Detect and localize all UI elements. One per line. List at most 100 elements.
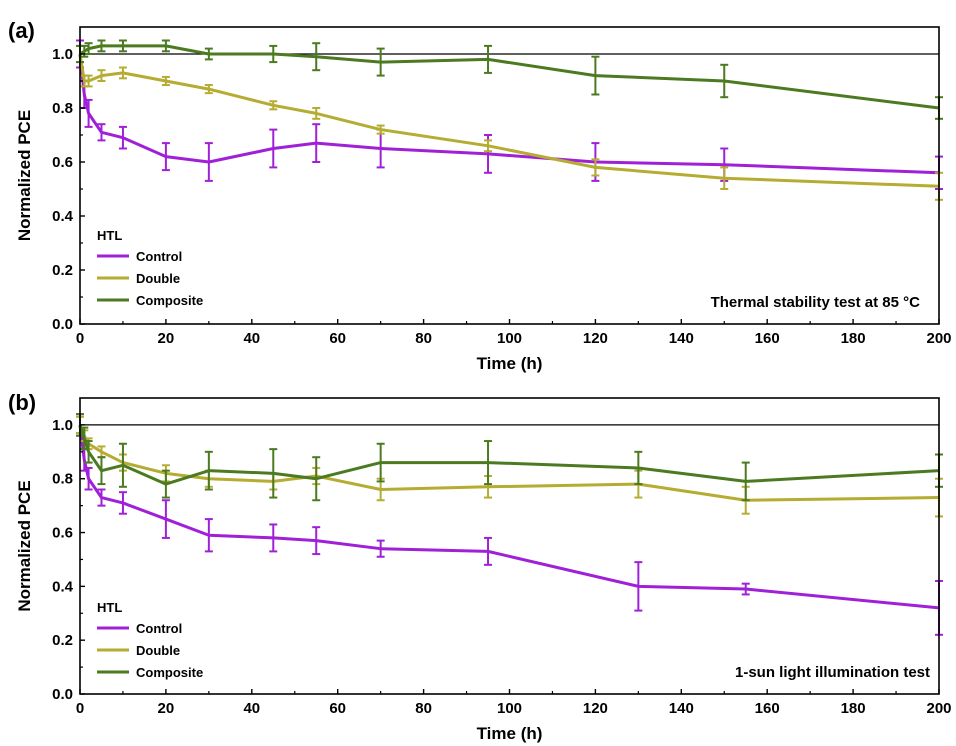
p0-legend-label-control: Control bbox=[136, 249, 182, 264]
p1-error-bar-control-7 bbox=[269, 523, 278, 553]
p1-series-double bbox=[76, 415, 943, 518]
p0-series-line-control bbox=[78, 53, 940, 175]
p0-error-bar-control-8 bbox=[312, 123, 321, 163]
p1-error-bar-composite-9 bbox=[376, 442, 385, 483]
p1-annotation: 1-sun light illumination test bbox=[735, 664, 930, 681]
p0-x-tick-label-3: 60 bbox=[329, 330, 346, 347]
p1-x-tick-label-8: 160 bbox=[755, 700, 780, 717]
p1-x-tick-label-10: 200 bbox=[926, 700, 951, 717]
p1-series-line-composite bbox=[78, 424, 940, 486]
p1-y-tick-label-2: 0.4 bbox=[52, 578, 74, 595]
p0-x-tick-label-1: 20 bbox=[158, 330, 175, 347]
p1-error-bar-composite-3 bbox=[97, 456, 106, 486]
p1-series-line-double bbox=[78, 424, 940, 502]
p1-error-bar-control-5 bbox=[161, 499, 170, 539]
p0-error-bar-double-11 bbox=[591, 158, 600, 177]
p0-series-double bbox=[76, 44, 943, 201]
p0-x-axis-title: Time (h) bbox=[477, 354, 543, 373]
p1-x-tick-label-4: 80 bbox=[415, 700, 432, 717]
p1-error-bar-composite-6 bbox=[204, 450, 213, 491]
p1-x-tick-label-5: 100 bbox=[497, 700, 522, 717]
p0-error-bar-control-7 bbox=[269, 128, 278, 169]
p0-error-bar-double-9 bbox=[376, 124, 385, 135]
p1-series-line-control bbox=[78, 424, 940, 610]
p1-y-tick-label-4: 0.8 bbox=[52, 471, 73, 488]
p0-y-tick-label-1: 0.2 bbox=[52, 262, 73, 279]
p1-error-bar-control-3 bbox=[97, 488, 106, 507]
p0-x-tick-label-9: 180 bbox=[841, 330, 866, 347]
p0-y-tick-label-2: 0.4 bbox=[52, 208, 74, 225]
p0-error-bar-composite-2 bbox=[84, 42, 93, 55]
p1-x-tick-label-3: 60 bbox=[329, 700, 346, 717]
p0-error-bar-composite-3 bbox=[97, 39, 106, 53]
p0-y-axis-title: Normalized PCE bbox=[15, 110, 34, 241]
p0-error-bar-double-2 bbox=[84, 74, 93, 88]
p0-error-bar-composite-6 bbox=[204, 47, 213, 61]
p1-x-axis-title: Time (h) bbox=[477, 724, 543, 743]
p1-error-bar-control-2 bbox=[84, 466, 93, 491]
p0-series-line-composite bbox=[79, 44, 940, 110]
p1-error-bar-control-4 bbox=[118, 491, 127, 515]
p0-error-bar-double-4 bbox=[118, 66, 127, 80]
p0-x-tick-label-4: 80 bbox=[415, 330, 432, 347]
p1-y-tick-label-1: 0.2 bbox=[52, 632, 73, 649]
p0-x-tick-label-10: 200 bbox=[926, 330, 951, 347]
p1-legend-label-double: Double bbox=[136, 643, 180, 658]
p1-error-bar-composite-1 bbox=[80, 426, 89, 451]
p0-legend-label-double: Double bbox=[136, 271, 180, 286]
p0-y-tick-label-0: 0.0 bbox=[52, 316, 73, 333]
panel-label-a: (a) bbox=[8, 18, 35, 43]
p0-x-tick-label-6: 120 bbox=[583, 330, 608, 347]
p0-error-bar-composite-11 bbox=[591, 55, 600, 96]
p1-y-tick-label-3: 0.6 bbox=[52, 525, 73, 542]
p0-error-bar-double-10 bbox=[484, 139, 493, 153]
p1-legend: HTL Control Double Composite bbox=[97, 600, 203, 680]
p0-error-bar-composite-10 bbox=[484, 44, 493, 74]
p0-series-composite bbox=[76, 39, 943, 120]
p1-legend-label-composite: Composite bbox=[136, 665, 203, 680]
p1-error-bar-composite-8 bbox=[312, 456, 321, 502]
p0-legend-title: HTL bbox=[97, 228, 122, 243]
p1-x-tick-label-1: 20 bbox=[158, 700, 175, 717]
panel-b-chart: (b) 0 20 40 60 80 100 120 140 160 180 200 0.0 0.2 0.4… bbox=[8, 390, 952, 743]
p1-y-tick-label-5: 1.0 bbox=[52, 417, 73, 434]
p1-error-bar-composite-10 bbox=[484, 440, 493, 486]
p1-error-bar-composite-12 bbox=[741, 461, 750, 502]
p0-error-bar-double-7 bbox=[269, 100, 278, 111]
p0-x-tick-label-8: 160 bbox=[755, 330, 780, 347]
p1-x-tick-label-7: 140 bbox=[669, 700, 694, 717]
p0-error-bar-composite-9 bbox=[376, 47, 385, 77]
p0-error-bar-control-5 bbox=[161, 142, 170, 172]
p0-y-tick-label-4: 0.8 bbox=[52, 100, 73, 117]
p1-legend-title: HTL bbox=[97, 600, 122, 615]
p1-y-tick-label-0: 0.0 bbox=[52, 686, 73, 703]
p0-error-bar-double-3 bbox=[97, 69, 106, 82]
p0-x-tick-label-0: 0 bbox=[76, 330, 84, 347]
p0-legend: HTL Control Double Composite bbox=[97, 228, 203, 308]
p0-legend-label-composite: Composite bbox=[136, 293, 203, 308]
p0-error-bar-double-5 bbox=[161, 75, 170, 87]
p0-error-bar-composite-7 bbox=[269, 44, 278, 64]
p1-error-bar-composite-2 bbox=[84, 440, 93, 464]
p1-y-axis-title: Normalized PCE bbox=[15, 480, 34, 611]
p1-series-composite bbox=[76, 413, 943, 502]
p0-error-bar-control-3 bbox=[97, 123, 106, 142]
p1-series-control bbox=[76, 413, 943, 636]
p0-x-tick-label-7: 140 bbox=[669, 330, 694, 347]
p0-series-line-double bbox=[78, 53, 940, 188]
p1-error-bar-composite-11 bbox=[634, 450, 643, 486]
p1-x-tick-label-6: 120 bbox=[583, 700, 608, 717]
p0-error-bar-composite-12 bbox=[720, 63, 729, 99]
p1-legend-label-control: Control bbox=[136, 621, 182, 636]
p1-error-bar-composite-5 bbox=[161, 469, 170, 499]
p1-error-bar-composite-4 bbox=[118, 442, 127, 488]
p1-error-bar-control-12 bbox=[741, 582, 750, 596]
p0-error-bar-composite-8 bbox=[312, 42, 321, 72]
p1-error-bar-control-9 bbox=[376, 539, 385, 558]
p1-error-bar-control-8 bbox=[312, 526, 321, 556]
p1-error-bar-control-10 bbox=[484, 536, 493, 566]
p1-x-tick-label-9: 180 bbox=[841, 700, 866, 717]
p0-x-tick-label-2: 40 bbox=[243, 330, 260, 347]
p0-x-tick-label-5: 100 bbox=[497, 330, 522, 347]
